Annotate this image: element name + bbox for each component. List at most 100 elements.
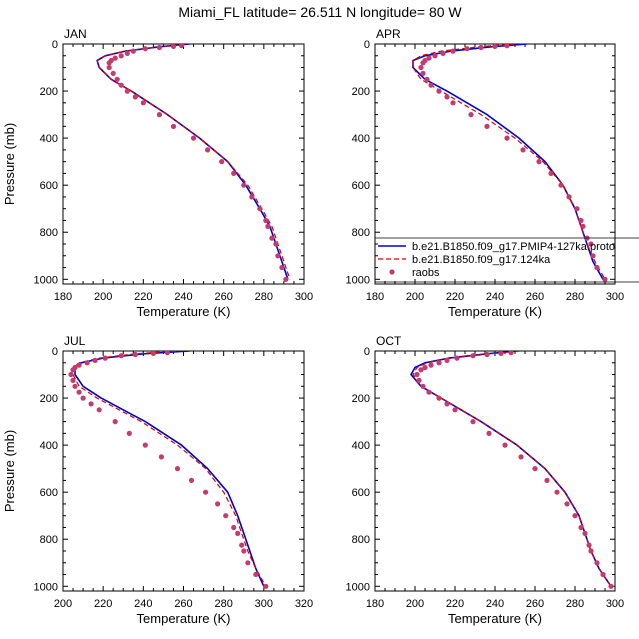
raobs-point [520, 147, 526, 153]
raobs-point [241, 548, 247, 554]
raobs-point [88, 401, 94, 407]
raobs-point [118, 53, 124, 59]
raobs-point [436, 395, 442, 401]
raobs-point [578, 217, 584, 224]
raobs-point [578, 524, 584, 531]
raobs-point [436, 360, 442, 366]
raobs-point [470, 353, 476, 359]
panels: 180 200 220 240 260 280 300 0 200 400 600 800 1000 JA… [2, 27, 624, 626]
y-tick-label: 0 [52, 39, 58, 51]
raobs-point [440, 50, 446, 57]
plot-frame [374, 350, 616, 592]
raobs-point [215, 501, 221, 507]
raobs-point [590, 253, 596, 259]
y-tick-label: 0 [364, 39, 370, 51]
raobs-point [110, 70, 116, 76]
raobs-point [580, 223, 586, 229]
x-tick-label: 220 [446, 291, 464, 303]
y-tick-label: 600 [352, 487, 370, 499]
x-tick-label: 180 [366, 598, 384, 610]
legend-label: raobs [412, 267, 440, 279]
raobs-point [283, 276, 289, 282]
raobs-point [424, 76, 430, 82]
y-tick-label: 400 [352, 133, 370, 145]
raobs-point [239, 542, 245, 548]
x-tick-label: 280 [255, 291, 273, 303]
y-tick-label: 0 [52, 346, 58, 358]
y-tick-label: 400 [352, 440, 370, 452]
raobs-point [498, 351, 504, 356]
raobs-point [257, 206, 263, 212]
raobs-point [273, 241, 279, 247]
raobs-point [594, 264, 600, 271]
y-tick-label: 1000 [34, 581, 58, 593]
raobs-point [203, 489, 209, 495]
raobs-point [156, 112, 162, 118]
raobs-point [84, 360, 90, 366]
raobs-point [223, 513, 229, 519]
raobs-point [70, 367, 76, 373]
x-tick-label: 220 [446, 598, 464, 610]
raobs-point [96, 407, 102, 413]
raobs-point [504, 135, 510, 141]
raobs-point [420, 383, 426, 389]
raobs-point [420, 60, 426, 66]
series-line-124ka [412, 44, 606, 280]
x-tick-label: 320 [295, 598, 313, 610]
raobs-point [92, 357, 98, 363]
raobs-point [470, 419, 476, 425]
raobs-point [418, 64, 424, 71]
panel-apr: 180 200 220 240 260 280 300 0 200 400 600 800 1000 AP… [346, 27, 625, 319]
raobs-point [130, 48, 136, 54]
y-tick-label: 200 [352, 86, 370, 98]
raobs-point [178, 44, 185, 49]
raobs-point [502, 442, 508, 448]
raobs-point [76, 389, 82, 395]
panel-title: JUL [64, 334, 86, 348]
raobs-point [245, 560, 251, 566]
raobs-point [536, 159, 542, 165]
raobs-point [275, 253, 281, 259]
raobs-point [263, 217, 269, 224]
y-tick-label: 1000 [346, 581, 370, 593]
x-tick-label: 300 [295, 291, 313, 303]
raobs-point [68, 371, 74, 378]
raobs-point [518, 454, 524, 460]
x-tick-label: 220 [134, 291, 152, 303]
raobs-point [76, 362, 82, 368]
raobs-point [508, 351, 514, 356]
series-line-127ka [410, 351, 612, 587]
raobs-point [124, 50, 130, 57]
x-axis-label: Temperature (K) [448, 304, 542, 319]
y-tick-label: 800 [40, 227, 58, 239]
raobs-point [420, 70, 426, 76]
raobs-point [428, 362, 434, 368]
x-axis-label: Temperature (K) [448, 611, 542, 626]
raobs-point [156, 44, 162, 51]
raobs-point [486, 430, 492, 436]
x-tick-label: 260 [214, 291, 232, 303]
raobs-point [608, 583, 614, 589]
x-tick-label: 280 [214, 598, 232, 610]
x-tick-label: 220 [94, 598, 112, 610]
raobs-point [432, 53, 438, 59]
legend-label: b.e21.B1850.f09_g17.PMIP4-127ka.proto [412, 241, 615, 253]
raobs-point [70, 377, 76, 383]
raobs-point [464, 46, 470, 52]
raobs-point [484, 351, 490, 358]
x-axis-label: Temperature (K) [137, 304, 231, 319]
raobs-point [450, 48, 456, 54]
x-tick-label: 260 [174, 598, 192, 610]
raobs-point [478, 44, 484, 51]
raobs-point [452, 407, 458, 413]
raobs-point [170, 44, 177, 49]
legend: b.e21.B1850.f09_g17.PMIP4-127ka.protob.e… [375, 237, 639, 283]
raobs-point [118, 353, 124, 359]
figure-title: Miami_FL latitude= 26.511 N longitude= 8… [178, 4, 462, 20]
raobs-point [554, 489, 560, 495]
raobs-point [158, 454, 164, 460]
raobs-point [426, 55, 432, 61]
raobs-point [142, 442, 148, 448]
legend-swatch-dot [389, 269, 395, 275]
raobs-point [544, 477, 550, 483]
